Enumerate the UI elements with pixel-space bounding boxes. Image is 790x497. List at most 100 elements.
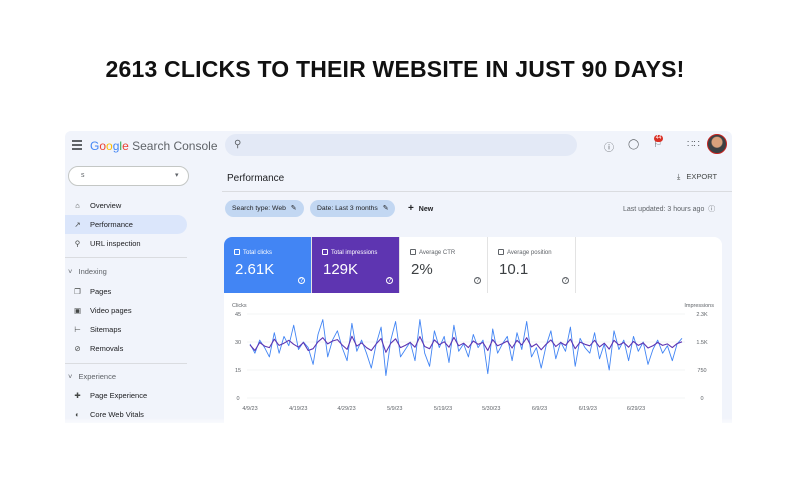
sidebar-item-label: Pages (90, 287, 112, 296)
section-indexing[interactable]: ˅ Indexing (68, 267, 107, 276)
headline: 2613 CLICKS TO THEIR WEBSITE IN JUST 90 … (105, 56, 685, 82)
search-icon: ⚲ (234, 139, 242, 150)
pages-icon: ❐ (74, 287, 81, 296)
y-tick-label-right: 1.5K (696, 340, 708, 346)
download-icon: ⤓ (677, 172, 681, 181)
section-label: Indexing (78, 267, 107, 276)
help-icon[interactable]: ? (298, 277, 305, 284)
sidebar-item-page-experience[interactable]: ✚ Page Experience (65, 386, 187, 405)
apps-grid-icon[interactable]: ∷∷ (687, 139, 700, 150)
section-label: Experience (78, 372, 117, 381)
metric-label: Total clicks (243, 250, 273, 256)
sidebar-item-label: Video pages (90, 306, 132, 315)
sitemap-icon: ⊢ (74, 325, 81, 334)
property-value: s (81, 172, 85, 179)
y-tick-label-left: 45 (235, 312, 241, 318)
x-tick-label: 6/19/23 (579, 406, 597, 412)
help-icon[interactable]: ? (474, 277, 481, 284)
bell-icon[interactable]: ⚐ (653, 139, 662, 150)
checkbox-icon (498, 249, 504, 255)
y-tick-label-right: 750 (697, 368, 706, 374)
checkbox-checked-icon (234, 249, 240, 255)
y-tick-label-right: 0 (700, 396, 703, 402)
metric-label: Average position (507, 250, 552, 256)
checkbox-icon (410, 249, 416, 255)
metric-total-clicks[interactable]: Total clicks 2.61K ? (224, 237, 312, 293)
x-tick-label: 5/19/23 (434, 406, 452, 412)
search-console-window: Google Search Console ⚲ ⓘ ◯ ⚐ 44 ∷∷ s ▾ … (65, 131, 732, 423)
sidebar-item-video-pages[interactable]: ▣ Video pages (65, 301, 187, 320)
sidebar-item-label: Overview (90, 201, 122, 210)
sidebar-item-label: Sitemaps (90, 325, 122, 334)
divider (222, 191, 732, 192)
sidebar-item-label: Page Experience (90, 391, 148, 400)
bottom-fade (0, 418, 790, 426)
y-tick-label-left: 15 (235, 368, 241, 374)
sidebar-item-sitemaps[interactable]: ⊢ Sitemaps (65, 320, 187, 339)
divider (65, 363, 187, 364)
series-line-impressions (249, 335, 683, 353)
property-selector[interactable]: s ▾ (68, 166, 189, 186)
metric-average-position[interactable]: Average position 10.1 ? (488, 237, 576, 293)
users-settings-icon[interactable]: ◯ (628, 139, 640, 150)
metric-value: 2.61K (235, 261, 275, 278)
notification-badge: 44 (654, 135, 663, 142)
section-experience[interactable]: ˅ Experience (68, 372, 116, 381)
search-input[interactable]: ⚲ (225, 134, 577, 156)
help-icon[interactable]: ⓘ (708, 206, 716, 213)
last-updated: Last updated: 3 hours ago ⓘ (623, 204, 715, 214)
chevron-down-icon: ˅ (68, 267, 73, 276)
sidebar-item-overview[interactable]: ⌂ Overview (65, 196, 187, 215)
x-tick-label: 5/9/23 (387, 406, 402, 412)
home-icon: ⌂ (75, 201, 80, 210)
sidebar-item-pages[interactable]: ❐ Pages (65, 282, 187, 301)
help-icon[interactable]: ? (562, 277, 569, 284)
filter-label: Date: Last 3 months (317, 205, 378, 212)
video-pages-icon: ▣ (73, 306, 82, 315)
performance-panel: Total clicks 2.61K ? Total impressions 1… (224, 237, 722, 423)
help-icon[interactable]: ⓘ (604, 143, 614, 154)
sidebar-item-label: Core Web Vitals (90, 410, 144, 419)
sidebar-item-removals[interactable]: ⊘ Removals (65, 339, 187, 358)
right-axis-title: Impressions (684, 303, 714, 309)
search-icon: ⚲ (74, 239, 81, 248)
metric-total-impressions[interactable]: Total impressions 129K ? (312, 237, 400, 293)
x-tick-label: 6/29/23 (627, 406, 645, 412)
y-tick-label-left: 30 (235, 340, 241, 346)
y-tick-label-right: 2.3K (696, 312, 708, 318)
sidebar-item-performance[interactable]: ↗ Performance (65, 215, 187, 234)
trending-up-icon: ↗ (74, 220, 81, 229)
y-tick-label-left: 0 (236, 396, 239, 402)
performance-chart: Clicks Impressions 0 0 15 750 30 1.5K 45 2.3K 4/9/… (232, 303, 714, 412)
metric-average-ctr[interactable]: Average CTR 2% ? (400, 237, 488, 293)
help-icon[interactable]: ? (386, 277, 393, 284)
brand-logo[interactable]: Google Search Console (90, 139, 218, 153)
x-tick-label: 6/9/23 (532, 406, 547, 412)
x-tick-label: 4/9/23 (242, 406, 257, 412)
top-bar: Google Search Console ⚲ ⓘ ◯ ⚐ 44 ∷∷ (65, 131, 732, 163)
checkbox-checked-icon (322, 249, 328, 255)
brand-product-name: Search Console (132, 139, 218, 153)
search-type-filter[interactable]: Search type: Web ✎ (225, 200, 304, 217)
sidebar-item-core-web-vitals[interactable]: ◐ Core Web Vitals (65, 405, 187, 423)
metric-label: Total impressions (331, 250, 378, 256)
new-filter-button[interactable]: + New (408, 203, 433, 214)
divider (65, 257, 187, 258)
menu-icon[interactable] (72, 140, 82, 150)
speed-icon: ◐ (75, 410, 80, 419)
x-tick-label: 5/30/23 (482, 406, 500, 412)
avatar[interactable] (707, 134, 727, 154)
sidebar-item-label: Performance (90, 220, 133, 229)
sidebar-item-url-inspection[interactable]: ⚲ URL inspection (65, 234, 187, 253)
series-line-clicks (249, 319, 683, 377)
sidebar-item-label: URL inspection (90, 239, 141, 248)
export-button[interactable]: ⤓ EXPORT (677, 172, 717, 182)
new-label: New (418, 206, 434, 213)
x-tick-label: 4/19/23 (289, 406, 307, 412)
metric-value: 10.1 (499, 261, 529, 278)
filter-label: Search type: Web (232, 205, 286, 212)
x-tick-label: 4/29/23 (337, 406, 355, 412)
date-filter[interactable]: Date: Last 3 months ✎ (310, 200, 396, 217)
chevron-down-icon: ▾ (175, 172, 179, 179)
left-axis-title: Clicks (232, 303, 247, 309)
